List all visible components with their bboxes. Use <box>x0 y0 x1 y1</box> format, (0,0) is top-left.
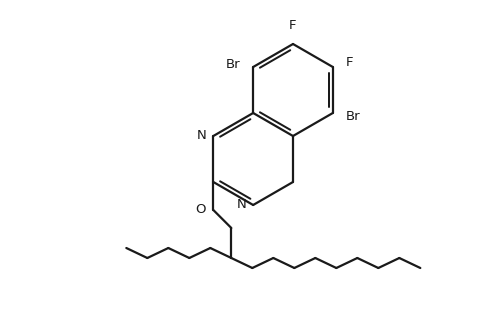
Text: Br: Br <box>346 110 360 122</box>
Text: N: N <box>197 129 207 143</box>
Text: F: F <box>289 19 297 32</box>
Text: N: N <box>237 198 246 212</box>
Text: F: F <box>346 57 353 69</box>
Text: O: O <box>195 203 205 216</box>
Text: Br: Br <box>225 57 240 71</box>
